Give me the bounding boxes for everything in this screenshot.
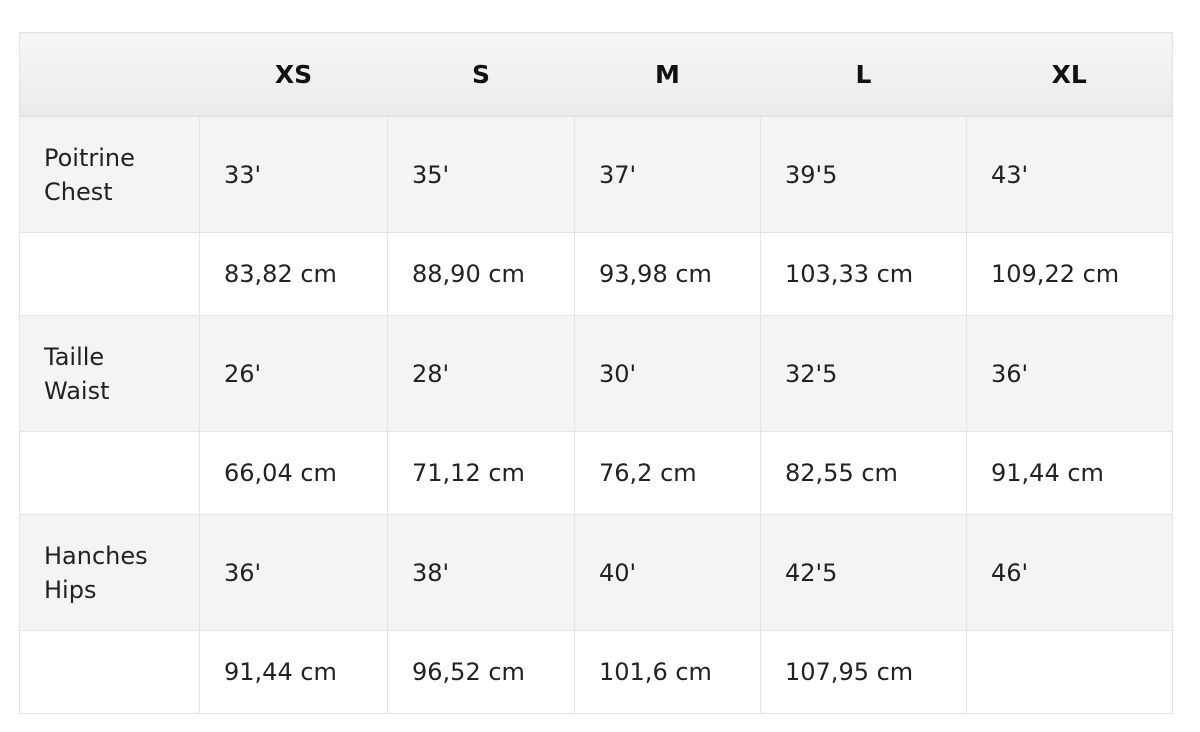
table-row: Poitrine Chest 33' 35' 37' 39'5 43' [19, 115, 1173, 233]
row-label [19, 232, 200, 316]
table-cell: 107,95 cm [760, 630, 967, 714]
table-cell: 109,22 cm [966, 232, 1173, 316]
table-cell: 71,12 cm [387, 431, 575, 515]
table-cell: 30' [574, 315, 761, 432]
row-label-french: Taille [44, 342, 105, 371]
row-label: Hanches Hips [19, 514, 200, 631]
table-cell: 33' [199, 115, 388, 233]
table-cell: 37' [574, 115, 761, 233]
row-label-french: Poitrine [44, 143, 135, 172]
table-row: 66,04 cm 71,12 cm 76,2 cm 82,55 cm 91,44 cm [19, 431, 1173, 515]
table-cell: 40' [574, 514, 761, 631]
row-label-english: Hips [44, 575, 97, 604]
table-cell: 36' [199, 514, 388, 631]
table-cell: 66,04 cm [199, 431, 388, 515]
table-row: 91,44 cm 96,52 cm 101,6 cm 107,95 cm [19, 630, 1173, 714]
table-cell: 36' [966, 315, 1173, 432]
table-cell: 46' [966, 514, 1173, 631]
header-corner [19, 32, 200, 117]
table-cell: 26' [199, 315, 388, 432]
table-cell: 35' [387, 115, 575, 233]
row-label-french: Hanches [44, 541, 148, 570]
header-size-m: M [574, 32, 761, 117]
table-cell: 76,2 cm [574, 431, 761, 515]
table-cell: 91,44 cm [966, 431, 1173, 515]
header-size-l: L [760, 32, 967, 117]
table-cell: 82,55 cm [760, 431, 967, 515]
table-cell: 101,6 cm [574, 630, 761, 714]
header-size-xs: XS [199, 32, 388, 117]
table-row: Hanches Hips 36' 38' 40' 42'5 46' [19, 514, 1173, 631]
table-cell: 93,98 cm [574, 232, 761, 316]
size-chart-table: XS S M L XL Poitrine Chest 33' 35' 37' 39'5 43… [19, 32, 1173, 714]
table-cell: 38' [387, 514, 575, 631]
row-label-english: Waist [44, 376, 110, 405]
table-cell: 28' [387, 315, 575, 432]
row-label-english: Chest [44, 177, 113, 206]
table-cell [966, 630, 1173, 714]
table-cell: 32'5 [760, 315, 967, 432]
row-label [19, 431, 200, 515]
table-cell: 83,82 cm [199, 232, 388, 316]
table-cell: 91,44 cm [199, 630, 388, 714]
table-cell: 42'5 [760, 514, 967, 631]
header-size-xl: XL [966, 32, 1173, 117]
table-cell: 103,33 cm [760, 232, 967, 316]
table-row: Taille Waist 26' 28' 30' 32'5 36' [19, 315, 1173, 432]
table-cell: 96,52 cm [387, 630, 575, 714]
table-cell: 39'5 [760, 115, 967, 233]
table-row: 83,82 cm 88,90 cm 93,98 cm 103,33 cm 109,22 … [19, 232, 1173, 316]
table-cell: 88,90 cm [387, 232, 575, 316]
table-cell: 43' [966, 115, 1173, 233]
row-label: Poitrine Chest [19, 115, 200, 233]
header-row: XS S M L XL [19, 32, 1173, 117]
row-label: Taille Waist [19, 315, 200, 432]
row-label [19, 630, 200, 714]
header-size-s: S [387, 32, 575, 117]
